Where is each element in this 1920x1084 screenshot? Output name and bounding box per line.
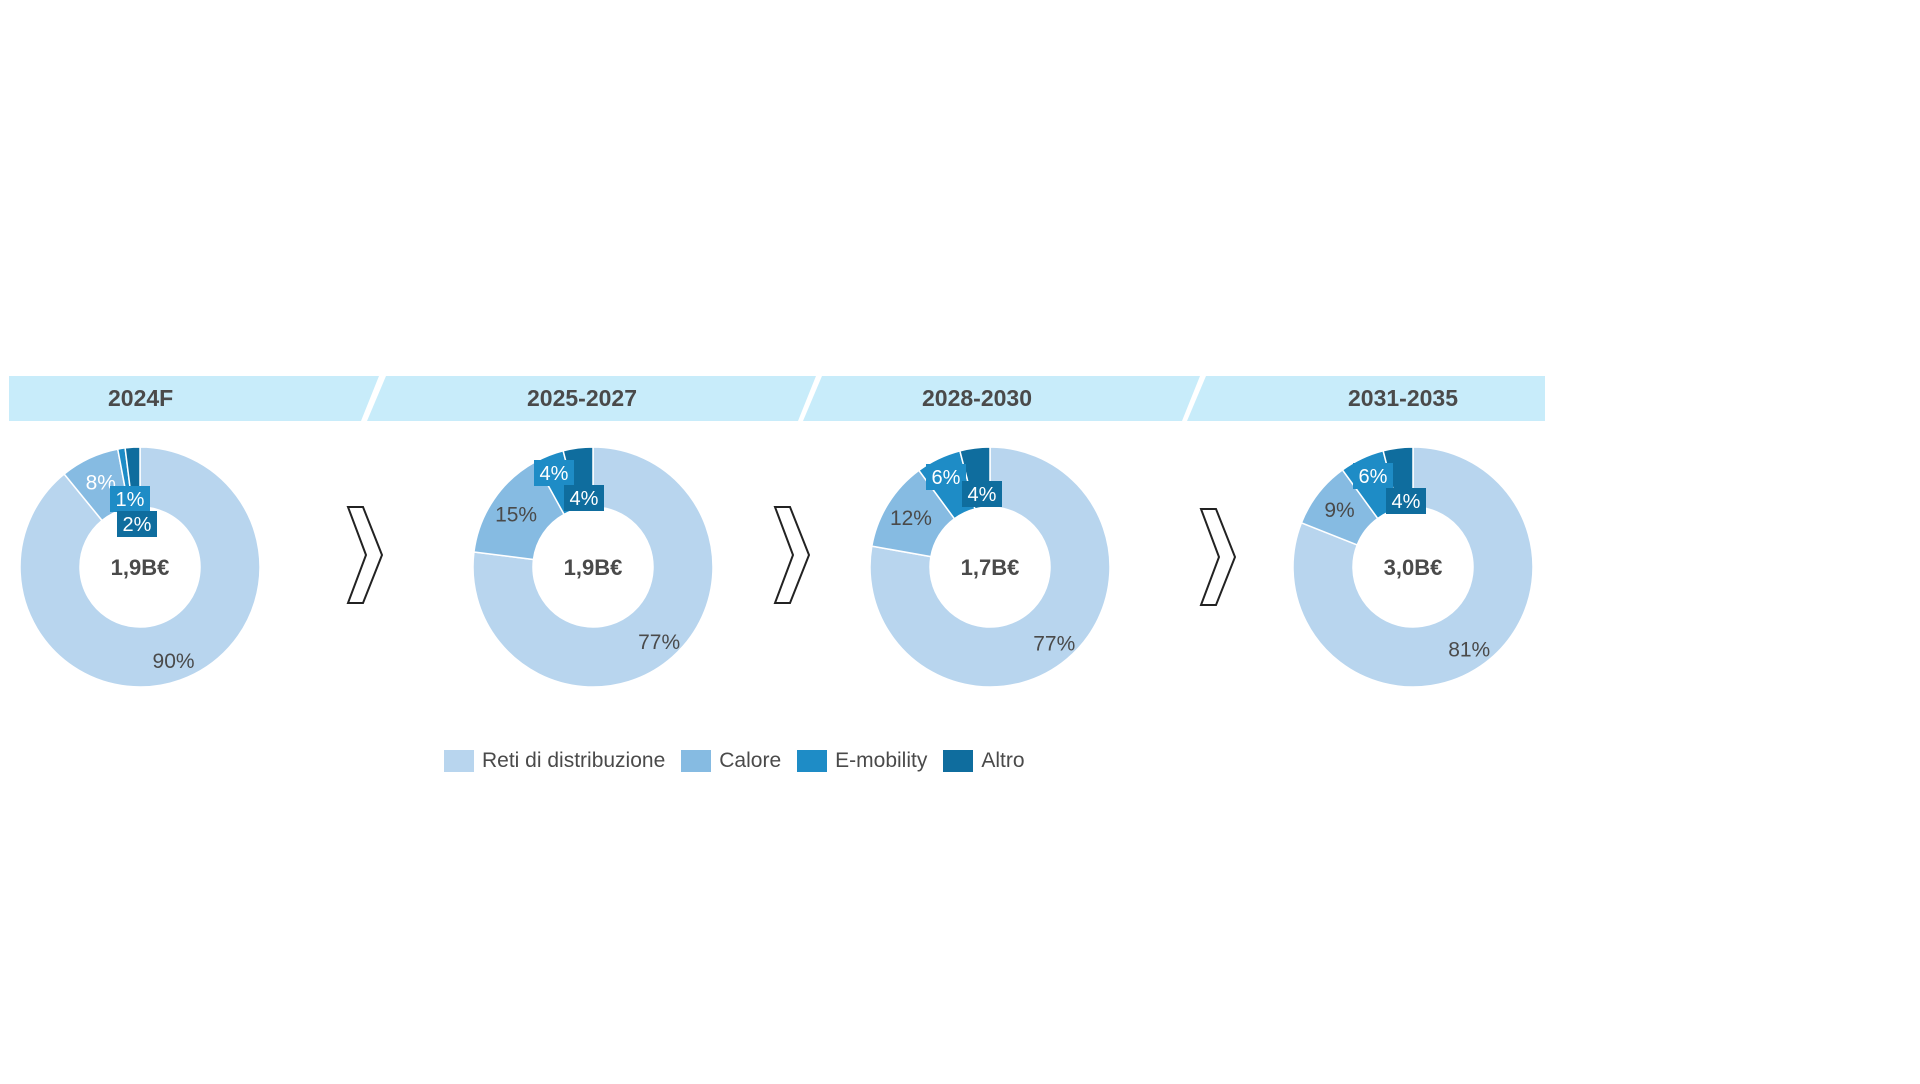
donut-chart-2028-2030: 1,7B€ 77% 12%6% 4% — [869, 446, 1111, 688]
legend-item-reti: Reti di distribuzione — [444, 749, 665, 773]
slice-label: 77% — [1033, 633, 1075, 656]
slice-label-box — [1386, 488, 1426, 514]
slice-label: 4% — [570, 488, 599, 510]
legend-swatch — [943, 750, 974, 772]
slice-label-box — [1353, 463, 1393, 489]
slice-label: 12% — [890, 507, 932, 530]
period-header-2025-2027: 2025-2027 — [367, 376, 816, 421]
slice-label-box — [962, 481, 1002, 507]
slice-label: 6% — [1359, 466, 1388, 488]
slice-label-box — [926, 464, 966, 490]
slice-label: 8% — [86, 472, 116, 495]
slice-label: 2% — [123, 514, 152, 536]
period-header-background — [367, 376, 816, 421]
legend-item-calore: Calore — [681, 749, 781, 773]
slice-label-box — [117, 511, 157, 537]
period-header-background — [1187, 376, 1545, 421]
period-header-2031-2035: 2031-2035 — [1187, 376, 1545, 421]
slice-label: 4% — [1392, 491, 1421, 513]
chevron-right-icon — [773, 506, 811, 604]
slice-label: 90% — [153, 650, 195, 673]
slice-label-box — [534, 460, 574, 486]
legend-swatch — [797, 750, 828, 772]
period-label: 2031-2035 — [1348, 385, 1458, 411]
donut-total: 1,7B€ — [961, 555, 1020, 580]
legend-swatch — [681, 750, 712, 772]
slice-label: 4% — [540, 463, 569, 485]
chevron-right-icon — [346, 506, 384, 604]
legend-item-e-mobility: E-mobility — [797, 749, 927, 773]
donut-chart-2024f: 1,9B€ 90% 8%1% 2% — [19, 446, 261, 688]
donut-slice-reti-di-distribuzione — [869, 446, 1111, 688]
slice-label-box — [564, 485, 604, 511]
period-header-background — [803, 376, 1200, 421]
donut-chart-2025-2027: 1,9B€77%15%4%4% — [472, 446, 714, 688]
legend-swatch — [444, 750, 474, 772]
legend-label: Calore — [719, 749, 782, 772]
period-header-2024f: 2024F — [9, 376, 379, 421]
slice-label: 4% — [968, 484, 997, 506]
period-header-background — [9, 376, 379, 421]
legend: Reti di distribuzione Calore E-mobility … — [444, 748, 1041, 774]
donut-slice-reti-di-distribuzione — [19, 446, 261, 688]
legend-item-altro: Altro — [943, 749, 1025, 773]
period-label: 2024F — [108, 385, 174, 411]
slice-label: 6% — [932, 467, 961, 489]
period-label: 2025-2027 — [527, 385, 637, 411]
donut-total: 1,9B€ — [564, 555, 623, 580]
period-label: 2028-2030 — [922, 385, 1032, 411]
chevron-right-icon — [1199, 508, 1237, 606]
slice-label: 9% — [1324, 499, 1354, 522]
legend-label: E-mobility — [835, 749, 928, 772]
slice-label-box — [110, 486, 150, 512]
donut-slice-reti-di-distribuzione — [1292, 446, 1534, 688]
period-header-2028-2030: 2028-2030 — [803, 376, 1200, 421]
slice-label: 81% — [1448, 639, 1490, 662]
slice-label: 77% — [638, 631, 680, 654]
donut-total: 1,9B€ — [111, 555, 170, 580]
donut-slice-reti-di-distribuzione — [472, 446, 714, 688]
donut-total: 3,0B€ — [1384, 555, 1443, 580]
donut-chart-2031-2035: 3,0B€ 81% 9%6%4% — [1292, 446, 1534, 688]
slice-label: 1% — [116, 489, 145, 511]
slice-label: 15% — [495, 504, 537, 527]
legend-label: Altro — [981, 749, 1025, 772]
legend-label: Reti di distribuzione — [482, 749, 666, 772]
